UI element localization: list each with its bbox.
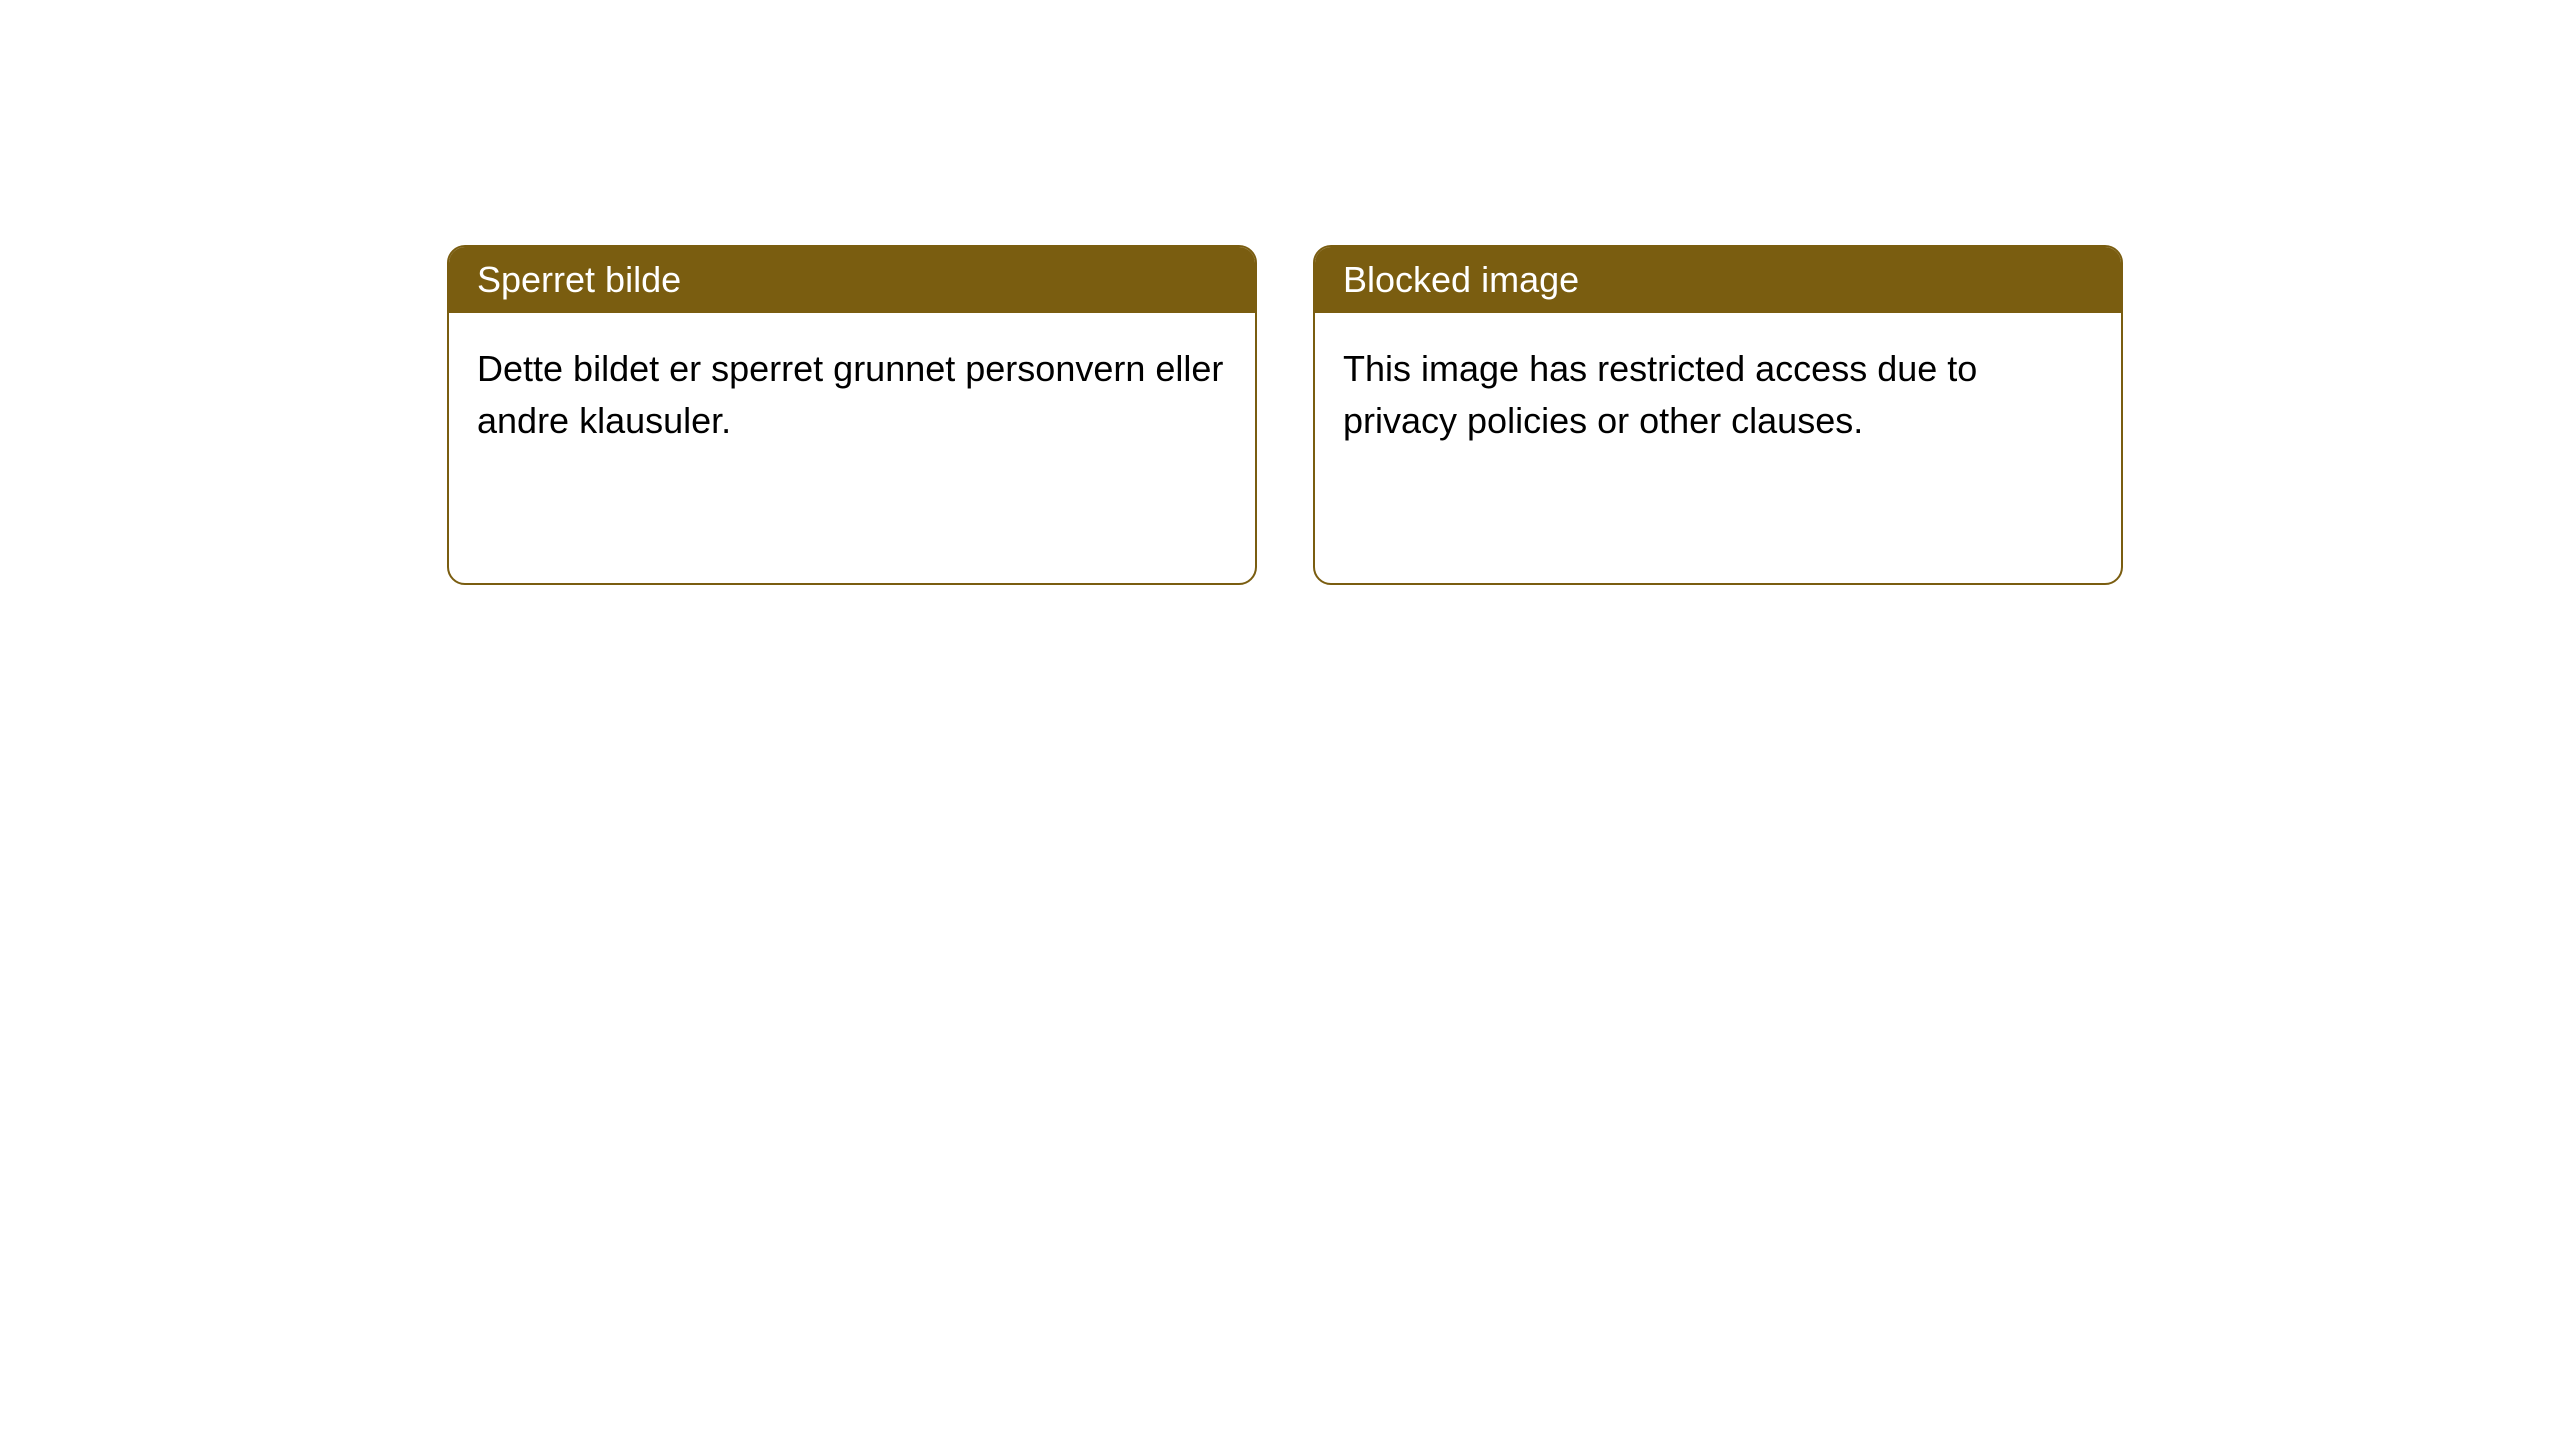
notice-header-norwegian: Sperret bilde <box>449 247 1255 313</box>
notice-header-english: Blocked image <box>1315 247 2121 313</box>
notice-body-norwegian: Dette bildet er sperret grunnet personve… <box>449 313 1255 477</box>
notice-body-english: This image has restricted access due to … <box>1315 313 2121 477</box>
notice-box-norwegian: Sperret bilde Dette bildet er sperret gr… <box>447 245 1257 585</box>
notice-container: Sperret bilde Dette bildet er sperret gr… <box>447 245 2123 585</box>
notice-box-english: Blocked image This image has restricted … <box>1313 245 2123 585</box>
